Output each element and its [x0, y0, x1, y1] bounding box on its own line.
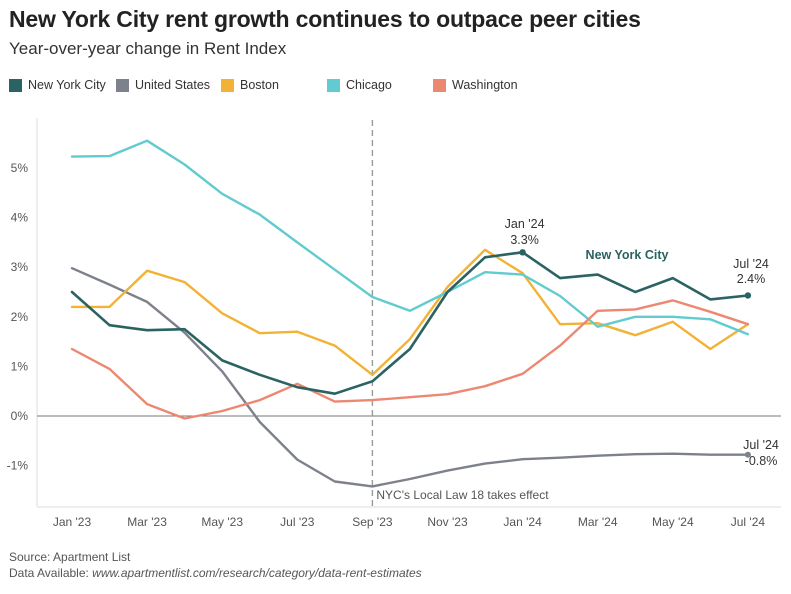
x-tick-label: Jan '24 [503, 515, 542, 529]
x-tick-label: Mar '23 [127, 515, 167, 529]
y-tick-label: 1% [11, 359, 29, 373]
y-tick-label: 2% [11, 310, 29, 324]
data-availability: Data Available: www.apartmentlist.com/re… [9, 565, 422, 581]
legend-item-new-york-city: New York City [9, 78, 106, 92]
series-line-new-york-city [70, 251, 750, 396]
legend-item-boston: Boston [221, 78, 279, 92]
series-line-washington [70, 299, 750, 420]
legend-label-boston: Boston [240, 78, 279, 92]
y-tick-label: 5% [11, 161, 29, 175]
legend-item-united-states: United States [116, 78, 210, 92]
legend-swatch-boston [221, 78, 234, 92]
x-tick-label: Jul '24 [731, 515, 766, 529]
event-label: NYC's Local Law 18 takes effect [376, 488, 549, 502]
data-url: www.apartmentlist.com/research/category/… [92, 566, 422, 580]
legend-swatch-chicago [327, 78, 340, 92]
nyc-end-value-label: 2.4% [737, 272, 766, 286]
us-end-date-label: Jul '24 [743, 438, 779, 452]
x-tick-label: May '24 [652, 515, 694, 529]
nyc-series-label: New York City [586, 248, 669, 262]
legend-item-chicago: Chicago [327, 78, 392, 92]
series-line-united-states [70, 267, 750, 488]
y-tick-label: 3% [11, 260, 29, 274]
y-tick-label: -1% [7, 459, 29, 473]
source-text: Source: Apartment List [9, 550, 131, 564]
x-tick-label: Sep '23 [352, 515, 393, 529]
nyc-peak-date-label: Jan '24 [505, 217, 545, 231]
source-note: Source: Apartment List Data Available: w… [9, 549, 422, 581]
y-tick-label: 4% [11, 211, 29, 225]
legend-swatch-washington [433, 78, 446, 92]
x-tick-label: Jan '23 [53, 515, 92, 529]
legend-label-chicago: Chicago [346, 78, 392, 92]
nyc-peak-value-label: 3.3% [510, 233, 539, 247]
legend-label-new-york-city: New York City [28, 78, 106, 92]
legend: New York City United States Boston Chica… [0, 78, 791, 94]
nyc-end-date-label: Jul '24 [733, 257, 769, 271]
x-tick-label: Jul '23 [280, 515, 315, 529]
series-line-chicago [70, 139, 750, 336]
legend-label-washington: Washington [452, 78, 518, 92]
x-tick-label: Nov '23 [427, 515, 468, 529]
us-end-value-label: -0.8% [745, 454, 778, 468]
series-line-boston [70, 248, 750, 376]
legend-swatch-new-york-city [9, 78, 22, 92]
legend-item-washington: Washington [433, 78, 518, 92]
x-tick-label: Mar '24 [578, 515, 618, 529]
chart-title: New York City rent growth continues to o… [9, 6, 641, 32]
us-end-marker [744, 451, 751, 458]
x-tick-label: May '23 [201, 515, 243, 529]
chart-subtitle: Year-over-year change in Rent Index [9, 39, 287, 58]
y-tick-label: 0% [11, 409, 29, 423]
nyc-peak-marker [519, 249, 526, 256]
legend-label-united-states: United States [135, 78, 211, 92]
legend-swatch-united-states [116, 78, 129, 92]
data-availability-prefix: Data Available: [9, 566, 93, 580]
nyc-end-marker [744, 292, 752, 299]
